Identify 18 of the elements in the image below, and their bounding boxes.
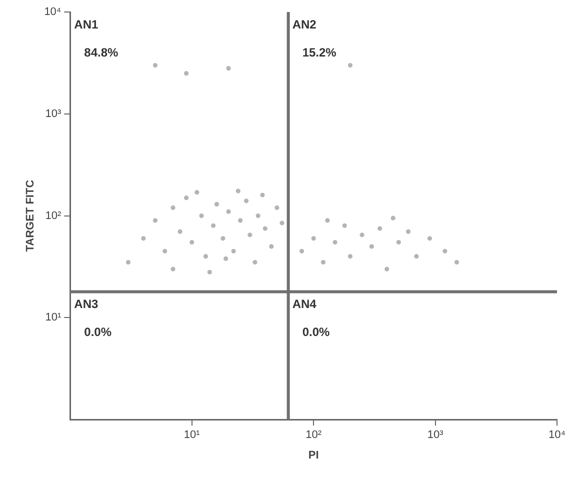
annotation: 15.2% — [302, 45, 337, 60]
annotation: AN1 — [74, 17, 98, 32]
y-tick-label: 10⁴ — [44, 6, 62, 18]
x-tick-label: 10¹ — [184, 429, 200, 442]
y-tick-label: 10¹ — [45, 312, 62, 324]
annotation: AN4 — [292, 297, 317, 311]
annotation: AN3 — [74, 297, 98, 311]
x-tick-label: 10⁴ — [548, 429, 566, 442]
y-tick-label: 10² — [45, 210, 62, 222]
x-tick-label: 10² — [306, 429, 322, 442]
annotation: 0.0% — [84, 325, 112, 339]
annotation: 0.0% — [302, 325, 330, 339]
annotation: AN2 — [292, 17, 317, 32]
x-axis-title: PI — [308, 449, 319, 462]
y-axis-title: TARGET FITC — [24, 180, 37, 252]
x-tick-label: 10³ — [427, 429, 444, 442]
annotation: 84.8% — [84, 45, 119, 60]
y-tick-label: 10³ — [45, 108, 62, 120]
